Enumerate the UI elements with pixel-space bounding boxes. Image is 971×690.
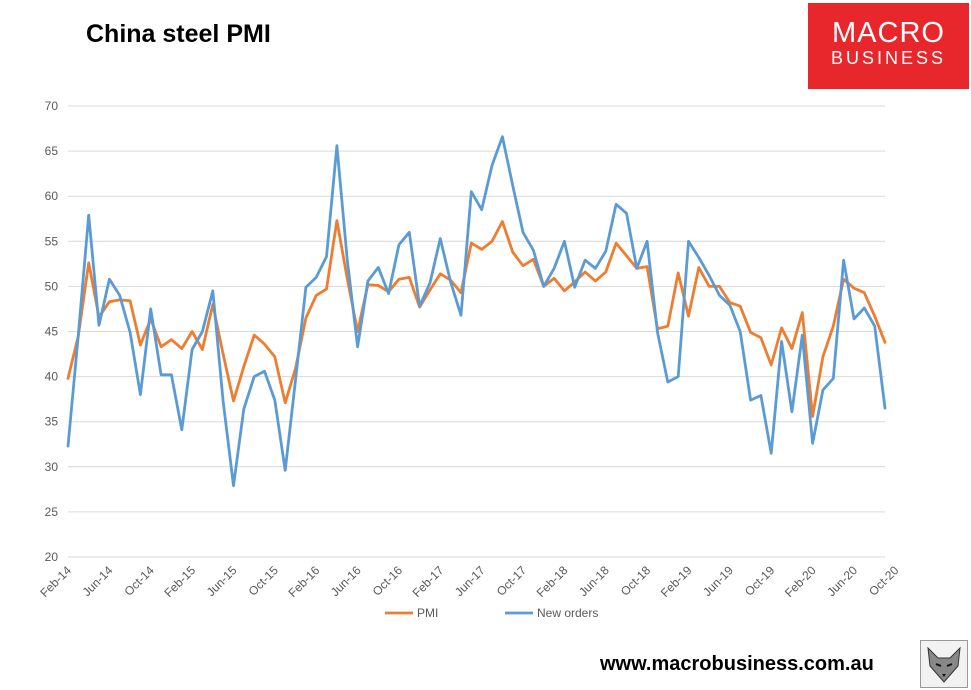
y-tick-label: 65 xyxy=(45,144,59,158)
fox-head-icon xyxy=(920,640,968,688)
legend-label: New orders xyxy=(537,606,598,620)
logo-line-2: BUSINESS xyxy=(830,48,947,68)
x-tick-label: Feb-15 xyxy=(161,563,198,600)
legend: PMI New orders xyxy=(385,606,598,620)
x-axis-labels: Feb-14 Jun-14 Oct-14 Feb-15 Jun-15 Oct-15 Feb-… xyxy=(37,563,901,600)
x-tick-label: Feb-18 xyxy=(534,563,571,600)
y-axis-labels: 20 25 30 35 40 45 50 55 60 65 70 xyxy=(45,99,59,564)
y-tick-label: 45 xyxy=(45,325,59,339)
y-tick-label: 20 xyxy=(45,550,59,564)
macrobusiness-logo: MACRO BUSINESS xyxy=(808,3,969,89)
x-tick-label: Feb-14 xyxy=(37,563,74,600)
x-tick-label: Feb-20 xyxy=(782,563,819,600)
website-url: www.macrobusiness.com.au xyxy=(600,653,874,675)
y-tick-label: 40 xyxy=(45,370,59,384)
y-tick-label: 35 xyxy=(45,415,59,429)
x-tick-label: Feb-16 xyxy=(286,563,323,600)
x-tick-label: Jun-18 xyxy=(576,563,612,599)
x-tick-label: Jun-16 xyxy=(328,563,364,599)
x-tick-label: Jun-20 xyxy=(824,563,860,599)
x-tick-label: Oct-17 xyxy=(494,563,530,599)
x-tick-label: Oct-16 xyxy=(370,563,406,599)
series-line-new-orders xyxy=(66,135,887,488)
legend-label: PMI xyxy=(417,606,438,620)
y-tick-label: 50 xyxy=(45,279,59,293)
logo-line-1: MACRO xyxy=(832,17,945,49)
x-tick-label: Jun-17 xyxy=(452,563,488,599)
y-tick-label: 55 xyxy=(45,234,59,248)
y-tick-label: 30 xyxy=(45,460,59,474)
y-tick-label: 60 xyxy=(45,189,59,203)
series-line-pmi xyxy=(66,219,887,418)
x-tick-label: Oct-18 xyxy=(618,563,654,599)
x-tick-label: Oct-20 xyxy=(866,563,902,599)
x-tick-label: Oct-19 xyxy=(742,563,778,599)
x-tick-label: Jun-14 xyxy=(80,563,116,599)
x-tick-label: Jun-15 xyxy=(204,563,240,599)
x-tick-label: Feb-19 xyxy=(658,563,695,600)
series-lines xyxy=(66,135,887,488)
x-tick-label: Feb-17 xyxy=(410,563,447,600)
x-tick-label: Oct-14 xyxy=(121,563,157,599)
chart-title: China steel PMI xyxy=(86,20,271,48)
x-tick-label: Jun-19 xyxy=(700,563,736,599)
y-tick-label: 25 xyxy=(45,505,59,519)
y-tick-label: 70 xyxy=(45,99,59,113)
x-tick-label: Oct-15 xyxy=(246,563,282,599)
